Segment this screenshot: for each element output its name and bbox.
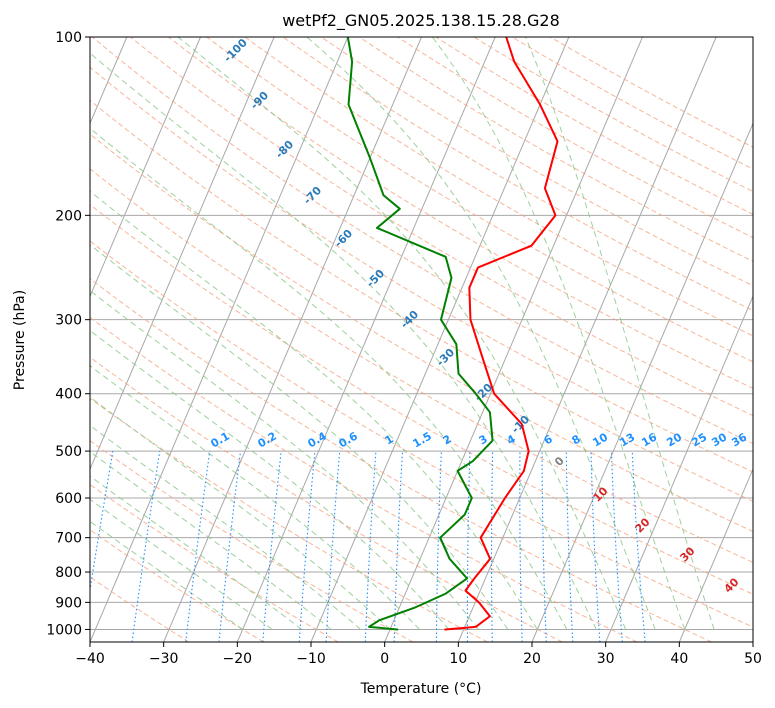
y-tick-label: 100: [55, 30, 82, 46]
moist-adiabat-line: [90, 451, 332, 630]
dry-adiabat-line: [168, 37, 753, 389]
moist-adiabat-line: [90, 424, 361, 630]
x-tick-label: 50: [744, 651, 762, 667]
x-tick-label: 30: [597, 651, 615, 667]
dry-adiabat-line: [90, 529, 264, 642]
dewpoint-profile-line: [346, 37, 494, 631]
dry-adiabat-line: [90, 203, 753, 595]
isotherm-line: [605, 295, 753, 642]
moist-adiabat-line: [525, 37, 715, 630]
isotherm-line: [678, 467, 753, 642]
moist-adiabat-line: [306, 37, 656, 630]
x-tick-label: 0: [380, 651, 389, 667]
x-tick-label: 20: [523, 651, 541, 667]
chart-title: wetPf2_GN05.2025.138.15.28.G28: [282, 11, 560, 31]
dry-adiabat-line: [90, 66, 753, 473]
moist-adiabat-line: [90, 127, 568, 630]
y-tick-label: 1000: [46, 622, 82, 638]
moist-adiabat-line: [90, 396, 391, 630]
y-tick-label: 900: [55, 595, 82, 611]
dry-adiabat-line: [90, 483, 339, 642]
x-tick-label: −10: [296, 651, 326, 667]
x-tick-label: 10: [449, 651, 467, 667]
isotherm-line: [90, 37, 349, 642]
moist-adiabat-line: [90, 365, 420, 630]
x-tick-label: 40: [670, 651, 688, 667]
isotherm-line: [163, 37, 422, 642]
moist-adiabat-line: [431, 37, 686, 630]
y-tick-label: 600: [55, 491, 82, 507]
y-tick-label: 200: [55, 208, 82, 224]
x-tick-label: −30: [149, 651, 179, 667]
y-axis-label: Pressure (hPa): [12, 290, 28, 390]
moist-adiabat-line: [90, 244, 509, 630]
tick-layer: −40 −30 −20 −10 0 10 20 30 40 50 100 200 300 400 500 60…: [46, 30, 762, 667]
dry-adiabat-line: [244, 37, 753, 337]
dry-adiabat-line: [282, 37, 753, 312]
mixing-ratio-line: [218, 451, 242, 642]
moist-adiabat-line: [90, 290, 479, 630]
isotherm-line: [384, 37, 643, 642]
y-tick-label: 400: [55, 387, 82, 403]
dry-adiabat-line: [90, 397, 488, 642]
y-tick-label: 800: [55, 565, 82, 581]
dry-adiabat-line: [90, 440, 414, 642]
dry-adiabat-line: [90, 240, 753, 628]
moist-adiabat-line: [90, 329, 450, 630]
y-tick-label: 700: [55, 531, 82, 547]
mixing-ratio-line: [298, 451, 316, 642]
mixing-ratio-line: [262, 451, 282, 642]
dry-adiabat-line: [90, 278, 712, 642]
moist-adiabat-line: [90, 475, 302, 630]
dry-adiabat-line: [90, 99, 753, 502]
dry-adiabat-line: [206, 37, 753, 363]
dry-adiabat-line: [90, 168, 753, 563]
isotherm-line: [90, 37, 275, 471]
isotherm-line: [236, 37, 496, 642]
moist-adiabat-line: [90, 52, 597, 630]
isotherm-line: [531, 122, 753, 642]
isotherm-line: [457, 37, 717, 642]
temperature-profile-line: [444, 37, 559, 631]
y-tick-label: 300: [55, 313, 82, 329]
x-tick-label: −40: [75, 651, 105, 667]
moist-adiabat-line: [177, 37, 627, 630]
x-tick-label: −20: [223, 651, 253, 667]
mixing-ratio-line: [90, 451, 114, 594]
grid-layer: [90, 37, 753, 642]
dry-adiabat-line: [90, 133, 753, 533]
mixing-ratio-line: [131, 451, 161, 642]
x-axis-label: Temperature (°C): [360, 681, 482, 697]
isotherm-line: [90, 37, 201, 298]
y-tick-label: 500: [55, 444, 82, 460]
profile-layer: [346, 37, 559, 631]
mixing-ratio-line: [185, 451, 211, 642]
plot-frame: [89, 36, 754, 643]
dry-adiabat-line: [90, 356, 563, 642]
